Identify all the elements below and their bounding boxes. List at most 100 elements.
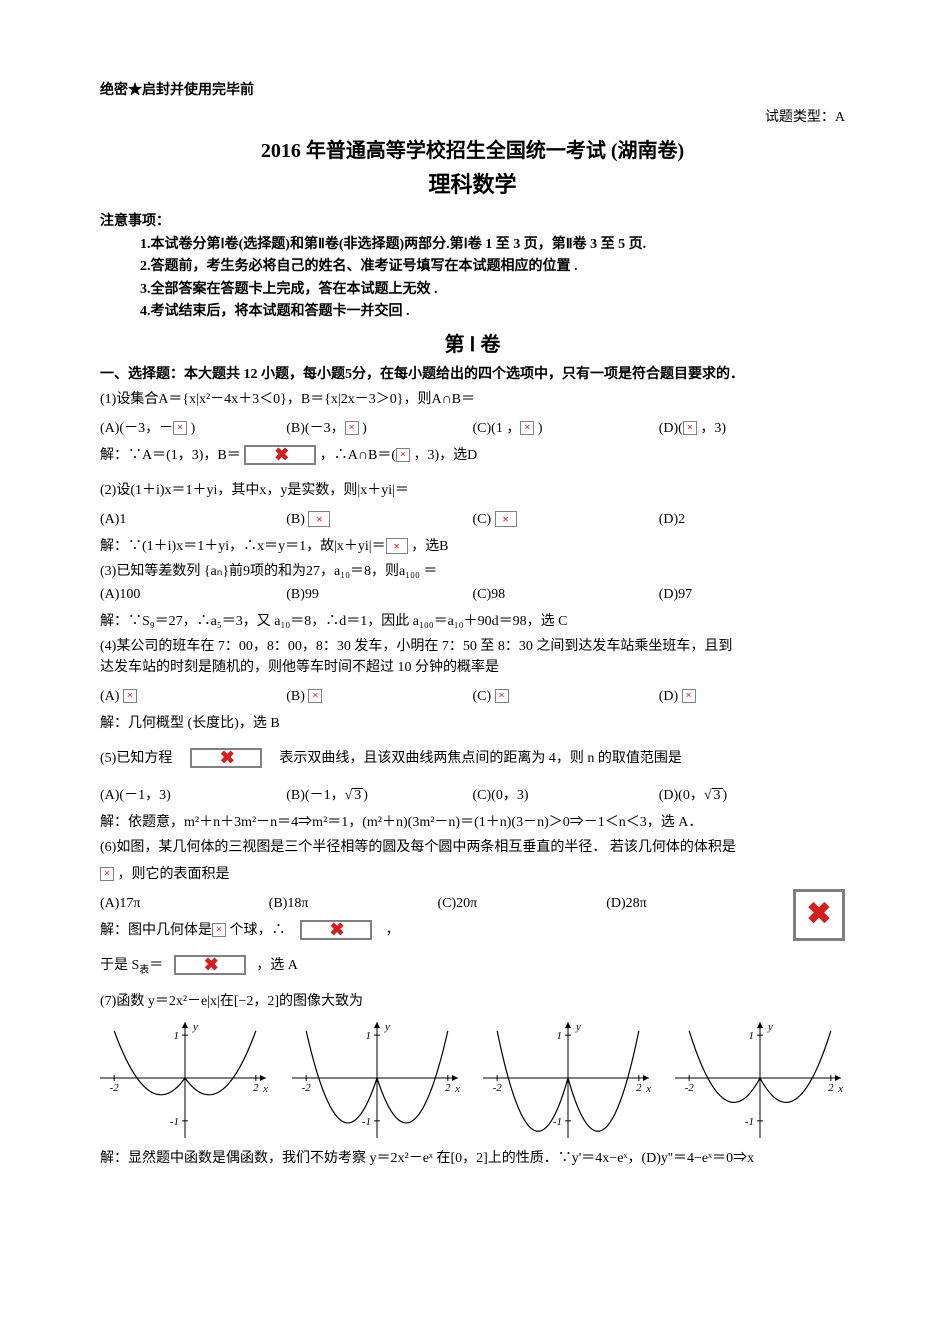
svg-text:-1: -1 (361, 1116, 370, 1128)
q2-option-b: (B) × (286, 509, 472, 530)
svg-text:y: y (384, 1021, 390, 1033)
svg-text:1: 1 (174, 1031, 180, 1043)
q2-text: (2)设(1＋i)x＝1＋yi，其中x，y是实数，则|x＋yi|＝ (100, 480, 845, 501)
q4-solution: 解：几何概型 (长度比)，选 B (100, 713, 845, 734)
q3-options: (A)100 (B)99 (C)98 (D)97 (100, 584, 845, 605)
q3-option-a: (A)100 (100, 584, 286, 605)
broken-image-icon: × (308, 689, 322, 703)
q5-option-c: (C)(0，3) (473, 785, 659, 806)
notice-item: 2.答题前，考生务必将自己的姓名、准考证号填写在本试题相应的位置 . (140, 256, 845, 278)
q5-option-a: (A)(－1，3) (100, 785, 286, 806)
svg-text:2: 2 (636, 1082, 642, 1094)
paper-type: 试题类型：A (100, 107, 845, 128)
svg-text:x: x (262, 1083, 268, 1095)
q6-text-2: × ，则它的表面积是 (100, 864, 845, 885)
svg-text:1: 1 (365, 1031, 371, 1043)
secrecy-label: 绝密★启封并使用完毕前 (100, 80, 845, 101)
svg-text:x: x (837, 1083, 843, 1095)
svg-text:-1: -1 (170, 1116, 179, 1128)
svg-text:1: 1 (748, 1031, 754, 1043)
svg-text:-2: -2 (301, 1082, 311, 1094)
svg-text:-1: -1 (553, 1116, 562, 1128)
q2-option-d: (D)2 (659, 509, 845, 530)
q5-solution: 解：依题意，m²＋n＋3m²－n＝4⇒m²＝1，(m²＋n)(3m²－n)＝(1… (100, 812, 845, 833)
broken-image-icon: × (682, 689, 696, 703)
function-graph: -2 2 -1 1 x y (100, 1018, 270, 1138)
q2-solution: 解：∵(1＋i)x＝1＋yi，∴x＝y＝1，故|x＋yi|＝× ，选B (100, 536, 845, 557)
svg-text:2: 2 (828, 1082, 834, 1094)
q2-option-c: (C) × (473, 509, 659, 530)
broken-image-icon: ✖ (174, 955, 246, 975)
svg-text:-1: -1 (745, 1116, 754, 1128)
broken-image-icon: × (212, 923, 226, 937)
q4-options: (A) × (B) × (C) × (D) × (100, 686, 845, 707)
svg-text:y: y (575, 1021, 581, 1033)
q4-text-1: (4)某公司的班车在 7：00，8：00，8：30 发车，小明在 7：50 至 … (100, 636, 845, 657)
function-graph: -2 2 -1 1 x y (675, 1018, 845, 1138)
q5-text: (5)已知方程 ✖ 表示双曲线，且该双曲线两焦点间的距离为 4，则 n 的取值范… (100, 748, 845, 769)
q3-option-d: (D)97 (659, 584, 845, 605)
q4-option-c: (C) × (473, 686, 659, 707)
q3-text: (3)已知等差数列 {aₙ}前9项的和为27，a₁₀＝8，则a₁₀₀ ＝ (100, 561, 845, 582)
broken-image-icon: × (345, 421, 359, 435)
q7-solution: 解：显然题中函数是偶函数，我们不妨考察 y＝2x²－eˣ 在[0，2]上的性质．… (100, 1148, 845, 1169)
broken-image-icon: × (386, 538, 408, 554)
svg-text:1: 1 (557, 1031, 563, 1043)
function-graph: -2 2 -1 1 x y (292, 1018, 462, 1138)
q1-option-a: (A)(－3，－× ) (100, 418, 286, 439)
q6-options: (A)17π (B)18π (C)20π (D)28π (100, 893, 775, 914)
q4-option-a: (A) × (100, 686, 286, 707)
q3-solution: 解：∵S₉＝27，∴a₅＝3，又 a₁₀＝8，∴d＝1，因此 a₁₀₀＝a₁₀＋… (100, 611, 845, 632)
broken-image-icon: × (123, 689, 137, 703)
broken-image-icon: × (495, 689, 509, 703)
q1-option-c: (C)(1 ，× ) (473, 418, 659, 439)
q5-option-b: (B)(－1，3) (286, 785, 472, 806)
svg-text:x: x (645, 1083, 651, 1095)
q1-options: (A)(－3，－× ) (B)(－3，× ) (C)(1 ，× ) (D)(× … (100, 418, 845, 439)
notice-item: 4.考试结束后，将本试题和答题卡一并交回 . (140, 301, 845, 323)
q6-options-row: (A)17π (B)18π (C)20π (D)28π 解：图中几何体是× 个球… (100, 885, 845, 941)
q6-option-b: (B)18π (269, 893, 438, 914)
svg-text:-2: -2 (493, 1082, 503, 1094)
notice-item: 3.全部答案在答题卡上完成，答在本试题上无效 . (140, 279, 845, 301)
q5-options: (A)(－1，3) (B)(－1，3) (C)(0，3) (D)(0，3) (100, 785, 845, 806)
broken-image-icon: ✖ (244, 445, 316, 465)
broken-image-icon: × (520, 421, 534, 435)
q6-solution-a: 解：图中几何体是× 个球，∴ ✖ ， (100, 920, 775, 941)
q1-text: (1)设集合A＝{x|x²－4x＋3＜0}，B＝{x|2x－3＞0}，则A∩B＝ (100, 389, 845, 410)
svg-text:-2: -2 (110, 1082, 120, 1094)
notice-item: 1.本试卷分第Ⅰ卷(选择题)和第Ⅱ卷(非选择题)两部分.第Ⅰ卷 1 至 3 页，… (140, 234, 845, 256)
q7-chart-row: -2 2 -1 1 x y -2 2 -1 1 x y -2 2 -1 1 x y -2 2 -1 1 x y (100, 1018, 845, 1138)
q4-text-2: 达发车站的时刻是随机的，则他等车时间不超过 10 分钟的概率是 (100, 657, 845, 678)
broken-image-icon: × (100, 867, 114, 881)
part-1-title: 第 Ⅰ 卷 (100, 330, 845, 360)
q6-solution-b: 于是 S表＝ ✖ ，选 A (100, 955, 845, 978)
q6-option-c: (C)20π (438, 893, 607, 914)
svg-text:y: y (192, 1021, 198, 1033)
broken-image-icon: × (396, 448, 410, 462)
svg-text:-2: -2 (685, 1082, 695, 1094)
q3-option-c: (C)98 (473, 584, 659, 605)
broken-image-icon: ✖ (300, 920, 372, 940)
svg-text:y: y (767, 1021, 773, 1033)
q6-option-a: (A)17π (100, 893, 269, 914)
q2-options: (A)1 (B) × (C) × (D)2 (100, 509, 845, 530)
q1-solution: 解：∵A＝(1，3)，B＝ ✖ ，∴A∩B＝(× ，3)，选D (100, 445, 845, 466)
q6-text-1: (6)如图，某几何体的三视图是三个半径相等的圆及每个圆中两条相互垂直的半径． 若… (100, 837, 845, 858)
broken-image-icon: × (495, 511, 517, 527)
broken-image-icon: ✖ (793, 889, 845, 941)
function-graph: -2 2 -1 1 x y (483, 1018, 653, 1138)
svg-text:2: 2 (253, 1082, 259, 1094)
main-title: 2016 年普通高等学校招生全国统一考试 (湖南卷) (100, 136, 845, 166)
broken-image-icon: × (173, 421, 187, 435)
q7-text: (7)函数 y＝2x²－e|x|在[−2，2]的图像大致为 (100, 991, 845, 1012)
broken-image-icon: × (683, 421, 697, 435)
broken-image-icon: ✖ (190, 748, 262, 768)
section-1-heading: 一、选择题：本大题共 12 小题，每小题5分，在每小题给出的四个选项中，只有一项… (100, 364, 845, 385)
notice-list: 1.本试卷分第Ⅰ卷(选择题)和第Ⅱ卷(非选择题)两部分.第Ⅰ卷 1 至 3 页，… (100, 234, 845, 324)
svg-text:x: x (454, 1083, 460, 1095)
subtitle: 理科数学 (100, 168, 845, 201)
q3-option-b: (B)99 (286, 584, 472, 605)
svg-text:2: 2 (445, 1082, 451, 1094)
broken-image-icon: × (308, 511, 330, 527)
